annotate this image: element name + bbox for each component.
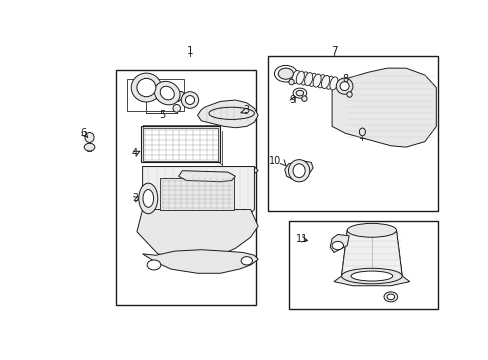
Text: 3: 3 [243, 105, 249, 115]
Ellipse shape [137, 78, 156, 97]
Ellipse shape [288, 79, 294, 85]
Ellipse shape [329, 77, 337, 90]
Ellipse shape [301, 96, 306, 102]
Text: 2: 2 [132, 193, 138, 203]
Ellipse shape [185, 96, 194, 104]
Circle shape [292, 88, 306, 98]
Ellipse shape [308, 73, 316, 86]
Text: 4: 4 [132, 148, 138, 158]
Polygon shape [331, 68, 435, 147]
Text: 6: 6 [80, 128, 86, 138]
Ellipse shape [321, 75, 329, 89]
Bar [159, 177, 233, 210]
Polygon shape [87, 144, 92, 151]
Ellipse shape [154, 81, 180, 105]
Bar [142, 128, 218, 161]
Text: 10: 10 [269, 156, 281, 166]
Bar [127, 79, 184, 111]
Ellipse shape [131, 73, 161, 102]
Ellipse shape [181, 92, 198, 108]
Circle shape [241, 257, 252, 265]
Ellipse shape [291, 71, 300, 84]
Circle shape [147, 260, 161, 270]
Ellipse shape [139, 183, 158, 214]
Polygon shape [333, 276, 409, 286]
Circle shape [274, 66, 297, 82]
Ellipse shape [336, 78, 352, 94]
Text: 11: 11 [296, 234, 308, 244]
Ellipse shape [386, 294, 394, 300]
Ellipse shape [312, 74, 321, 87]
Text: 7: 7 [330, 46, 337, 56]
Bar [116, 69, 256, 305]
Polygon shape [329, 234, 348, 252]
Ellipse shape [142, 190, 153, 207]
Polygon shape [197, 100, 258, 128]
Polygon shape [178, 171, 235, 182]
Ellipse shape [350, 271, 392, 281]
Ellipse shape [341, 268, 401, 284]
Ellipse shape [292, 164, 305, 177]
Text: 8: 8 [342, 74, 348, 84]
Ellipse shape [346, 92, 351, 97]
Ellipse shape [317, 75, 325, 88]
Ellipse shape [296, 71, 304, 84]
Ellipse shape [304, 73, 312, 86]
Text: 1: 1 [186, 46, 193, 56]
Bar [267, 56, 437, 211]
Polygon shape [141, 90, 186, 102]
Circle shape [295, 90, 303, 96]
Ellipse shape [84, 143, 95, 151]
Bar [288, 221, 437, 309]
Ellipse shape [325, 76, 333, 89]
Text: 9: 9 [288, 95, 295, 105]
Ellipse shape [300, 72, 308, 85]
Ellipse shape [173, 104, 180, 112]
Ellipse shape [85, 132, 94, 143]
Text: 5: 5 [159, 110, 165, 120]
Circle shape [331, 242, 343, 250]
Polygon shape [142, 167, 254, 223]
Polygon shape [137, 210, 258, 260]
Bar [141, 126, 220, 162]
Polygon shape [341, 230, 401, 276]
Ellipse shape [288, 159, 309, 182]
Ellipse shape [339, 82, 348, 91]
Ellipse shape [359, 128, 365, 136]
Polygon shape [142, 250, 258, 273]
Ellipse shape [160, 86, 174, 100]
Circle shape [278, 68, 293, 79]
Polygon shape [284, 161, 312, 179]
Circle shape [383, 292, 397, 302]
Ellipse shape [346, 223, 396, 237]
Polygon shape [142, 167, 258, 177]
